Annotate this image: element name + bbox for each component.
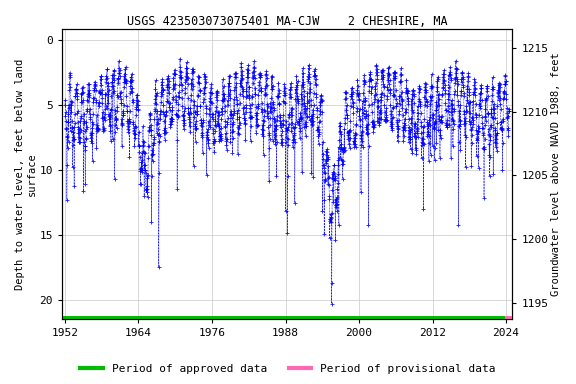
Title: USGS 423503073075401 MA-CJW    2 CHESHIRE, MA: USGS 423503073075401 MA-CJW 2 CHESHIRE, …	[127, 15, 448, 28]
Y-axis label: Groundwater level above NAVD 1988, feet: Groundwater level above NAVD 1988, feet	[551, 52, 561, 296]
Y-axis label: Depth to water level, feet below land
surface: Depth to water level, feet below land su…	[15, 59, 37, 290]
Legend: Period of approved data, Period of provisional data: Period of approved data, Period of provi…	[76, 359, 500, 379]
